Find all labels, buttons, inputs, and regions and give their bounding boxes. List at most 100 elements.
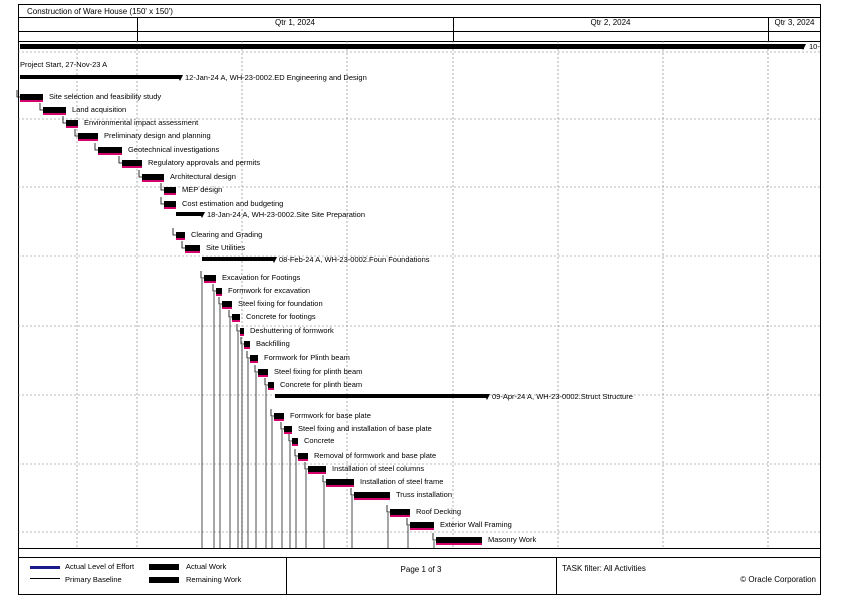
task-link: [386, 505, 390, 513]
task-bar: [298, 453, 308, 459]
task-baseline: [164, 207, 176, 209]
task-baseline: [354, 498, 390, 500]
task-label: Installation of steel columns: [332, 464, 424, 473]
milestone-label: Project Start, 27-Nov-23 A: [20, 60, 107, 69]
task-link: [118, 156, 122, 164]
group-summary-bar: [202, 257, 274, 261]
quarter-divider: [453, 17, 454, 41]
task-link: [181, 241, 185, 249]
group-summary-bar: [275, 394, 487, 398]
group-label: 08-Feb-24 A, WH-23-0002.Foun Foundations: [279, 255, 430, 264]
task-baseline: [436, 543, 482, 545]
footer-divider: [556, 557, 557, 595]
task-label: Exterior Wall Framing: [440, 520, 512, 529]
task-link: [218, 297, 222, 305]
task-label: Land acquisition: [72, 105, 126, 114]
task-label: Removal of formwork and base plate: [314, 451, 436, 460]
task-link: [432, 533, 436, 541]
task-link: [16, 90, 20, 98]
group-summary-bar: [176, 212, 202, 216]
task-label: Concrete: [304, 436, 334, 445]
copyright: © Oracle Corporation: [740, 575, 816, 584]
task-bar: [204, 275, 216, 281]
task-bar: [308, 466, 326, 472]
task-label: Excavation for Footings: [222, 273, 301, 282]
task-bar: [250, 355, 258, 361]
task-baseline: [185, 251, 200, 253]
task-bar: [98, 147, 122, 153]
header-rule: [18, 17, 821, 18]
task-bar: [164, 187, 176, 193]
task-link: [160, 197, 164, 205]
task-bar: [292, 438, 298, 444]
task-baseline: [274, 419, 284, 421]
task-bar: [410, 522, 434, 528]
task-bar: [240, 328, 244, 334]
group-end-marker: [199, 212, 205, 218]
task-baseline: [258, 375, 268, 377]
task-bar: [66, 120, 78, 126]
task-link: [212, 284, 216, 292]
task-bar: [222, 301, 232, 307]
task-bar: [274, 413, 284, 419]
task-label: Concrete for footings: [246, 312, 316, 321]
group-label: 12-Jan-24 A, WH-23-0002.ED Engineering a…: [185, 73, 367, 82]
quarter-label-q1: Qtr 1, 2024: [274, 18, 316, 27]
task-link: [74, 129, 78, 137]
task-label: Concrete for plinth beam: [280, 380, 362, 389]
project-summary-bar: [20, 44, 804, 49]
task-link: [138, 170, 142, 178]
task-link: [280, 422, 284, 430]
task-label: Truss installation: [396, 490, 452, 499]
task-bar: [390, 509, 410, 515]
task-baseline: [292, 444, 298, 446]
project-title: Construction of Ware House (150' x 150'): [27, 7, 173, 16]
task-bar: [164, 201, 176, 207]
task-label: Steel fixing and installation of base pl…: [298, 424, 432, 433]
task-bar: [20, 94, 43, 100]
task-link: [288, 434, 292, 442]
task-baseline: [98, 153, 122, 155]
task-baseline: [66, 126, 78, 128]
task-link: [254, 365, 258, 373]
task-link: [160, 183, 164, 191]
legend-actual-work: Actual Work: [186, 562, 227, 571]
task-baseline: [78, 139, 98, 141]
task-link: [39, 103, 43, 111]
task-baseline: [20, 100, 43, 102]
task-baseline: [232, 320, 240, 322]
group-end-marker: [271, 257, 277, 263]
task-label: Site selection and feasibility study: [49, 92, 161, 101]
group-label: 18-Jan-24 A, WH-23-0002.Site Site Prepar…: [207, 210, 365, 219]
legend-actual-swatch: [149, 564, 179, 570]
task-baseline: [240, 334, 244, 336]
task-link: [228, 310, 232, 318]
task-bar: [268, 382, 274, 388]
task-baseline: [122, 166, 142, 168]
task-label: Environmental impact assessment: [84, 118, 199, 127]
page-number: Page 1 of 3: [400, 565, 442, 574]
task-bar: [185, 245, 200, 251]
task-label: Backfilling: [256, 339, 290, 348]
task-label: Regulatory approvals and permits: [148, 158, 260, 167]
task-baseline: [410, 528, 434, 530]
task-link: [270, 409, 274, 417]
task-link: [62, 116, 66, 124]
quarter-divider: [768, 17, 769, 41]
legend-loe-swatch: [30, 566, 60, 569]
project-summary-label: 10-: [809, 42, 820, 51]
task-label: Geotechnical investigations: [128, 145, 220, 154]
task-baseline: [326, 485, 354, 487]
quarter-label-q3: Qtr 3, 2024: [774, 18, 815, 27]
task-bar: [176, 232, 185, 238]
task-bar: [142, 174, 164, 180]
group-end-marker: [177, 75, 183, 81]
task-label: Site Utilities: [206, 243, 245, 252]
task-label: Clearing and Grading: [191, 230, 262, 239]
legend-baseline-swatch: [30, 578, 60, 579]
task-label: Formwork for base plate: [290, 411, 371, 420]
filter-label: TASK filter: All Activities: [562, 564, 646, 573]
task-link: [322, 475, 326, 483]
header-rule: [18, 31, 821, 32]
